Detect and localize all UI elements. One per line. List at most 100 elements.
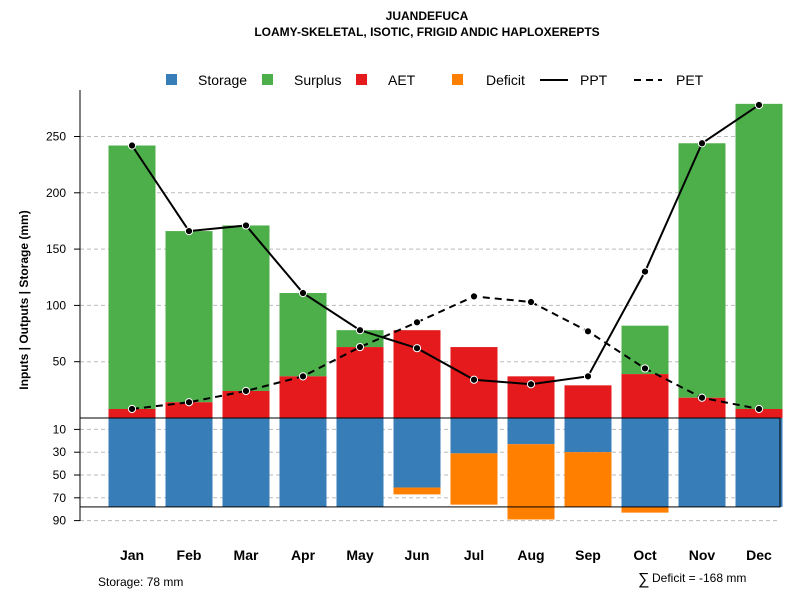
y-tick-label-upper: 250 [46, 130, 66, 144]
legend-label-surplus: Surplus [294, 72, 341, 88]
aet-bar [678, 397, 726, 418]
ppt-point [355, 326, 365, 335]
storage-bar [621, 418, 669, 507]
pet-point [184, 398, 194, 407]
surplus-bar [222, 225, 270, 391]
legend-swatch-aet [356, 74, 367, 85]
y-tick-label-upper: 100 [46, 298, 66, 312]
storage-bar [108, 418, 156, 507]
surplus-bar [735, 103, 783, 409]
y-tick-label-upper: 50 [53, 355, 67, 369]
y-tick-label-upper: 200 [46, 186, 66, 200]
pet-point [754, 404, 764, 414]
pet-point [241, 386, 251, 396]
storage-bar [678, 418, 726, 507]
bars [108, 103, 783, 520]
ppt-point [754, 100, 764, 110]
x-tick-label: Apr [291, 547, 316, 563]
pet-point [697, 393, 707, 402]
surplus-bar [678, 143, 726, 398]
tick-labels: 50 100 150 200 250 10 30 50 70 90 Jan Feb Mar Apr May J… [46, 130, 772, 564]
aet-bar [336, 347, 384, 418]
y-axis-label: Inputs | Outputs | Storage (mm) [17, 210, 31, 389]
x-tick-label: Dec [746, 547, 772, 563]
x-tick-label: Oct [633, 547, 657, 563]
pet-point [298, 372, 308, 381]
pet-point [583, 327, 593, 336]
axes [74, 90, 781, 522]
aet-bar [279, 376, 327, 418]
deficit-bar [621, 506, 669, 513]
ppt-point [640, 267, 650, 276]
y-tick-label-lower: 70 [53, 491, 67, 505]
y-tick-label-lower: 50 [53, 468, 67, 482]
ppt-point [127, 141, 137, 150]
legend-swatch-surplus [262, 74, 273, 85]
pet-point [127, 404, 137, 414]
legend-label-storage: Storage [198, 72, 247, 88]
pet-point [412, 318, 422, 327]
legend-label-deficit: Deficit [486, 72, 525, 88]
pet-point [526, 297, 536, 307]
legend: Storage Surplus AET Deficit PPT PET [166, 72, 704, 88]
pet-point [640, 364, 650, 373]
storage-bar [279, 418, 327, 507]
legend-swatch-storage [166, 74, 177, 85]
storage-bar [222, 418, 270, 507]
series-lines [127, 100, 764, 414]
ppt-point [184, 226, 194, 236]
storage-bar [450, 418, 498, 454]
storage-bar [507, 418, 555, 445]
y-tick-label-lower: 10 [53, 422, 67, 436]
pet-point [469, 292, 479, 301]
aet-bar [108, 408, 156, 418]
ppt-point [469, 375, 479, 384]
y-tick-label-lower: 90 [53, 514, 67, 528]
ppt-point [241, 221, 251, 230]
surplus-bar [108, 145, 156, 409]
ppt-point [298, 288, 308, 298]
x-tick-label: Sep [575, 547, 601, 563]
aet-bar [735, 408, 783, 418]
ppt-line [131, 104, 760, 386]
storage-bar [336, 418, 384, 507]
y-tick-label-lower: 30 [53, 445, 67, 459]
x-tick-label: Feb [177, 547, 202, 563]
legend-label-pet: PET [676, 72, 704, 88]
aet-bar [564, 385, 612, 418]
ppt-point [697, 139, 707, 148]
storage-bar [393, 418, 441, 488]
aet-bar [165, 402, 213, 418]
x-tick-label: May [346, 547, 373, 563]
x-tick-label: Jul [464, 547, 484, 563]
storage-note: Storage: 78 mm [98, 575, 183, 589]
legend-label-ppt: PPT [580, 72, 608, 88]
x-tick-label: Jun [405, 547, 430, 563]
deficit-bar [450, 453, 498, 505]
ppt-point [583, 372, 593, 381]
x-tick-label: Aug [517, 547, 544, 563]
x-tick-label: Mar [234, 547, 259, 563]
x-tick-label: Nov [689, 547, 716, 563]
ppt-point [412, 344, 422, 353]
deficit-bar [393, 487, 441, 495]
aet-bar [222, 390, 270, 418]
chart-title: JUANDEFUCA [386, 9, 469, 23]
deficit-bar [507, 444, 555, 520]
sigma-icon: ∑ [638, 571, 649, 588]
deficit-note: Deficit = -168 mm [652, 571, 746, 585]
storage-bar [564, 418, 612, 453]
deficit-bar [564, 452, 612, 507]
pet-point [355, 342, 365, 352]
storage-bar [735, 418, 783, 507]
aet-bar [621, 374, 669, 418]
surplus-bar [165, 231, 213, 403]
legend-swatch-deficit [452, 74, 463, 85]
legend-label-aet: AET [388, 72, 416, 88]
storage-bar [165, 418, 213, 507]
y-tick-label-upper: 150 [46, 242, 66, 256]
surplus-bar [279, 293, 327, 377]
ppt-point [526, 380, 536, 389]
chart-subtitle: LOAMY-SKELETAL, ISOTIC, FRIGID ANDIC HAP… [254, 25, 599, 39]
